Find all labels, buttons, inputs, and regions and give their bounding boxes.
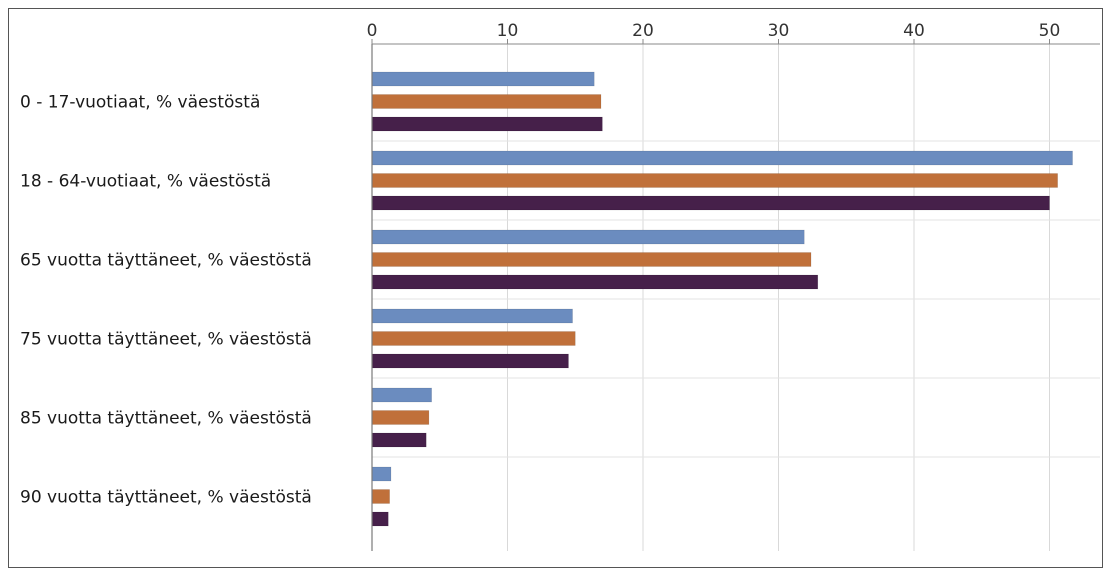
bar [371, 229, 805, 245]
bar [371, 489, 390, 504]
category-label: 0 - 17-vuotiaat, % väestöstä [20, 93, 260, 113]
bar-chart: 0 10 20 30 40 50 0 - 17-vuotiaat, % väestöstä 1… [20, 21, 1100, 551]
bar [371, 353, 569, 369]
bar [371, 252, 812, 267]
category-label: 75 vuotta täyttäneet, % väestöstä [20, 330, 312, 350]
x-tick-label: 50 [1039, 21, 1061, 41]
bar [371, 331, 576, 346]
bar [371, 410, 430, 425]
category-label: 90 vuotta täyttäneet, % väestöstä [20, 488, 312, 508]
bar [371, 94, 602, 109]
x-tick-label: 30 [768, 21, 790, 41]
bar [371, 308, 573, 324]
x-tick-label: 20 [632, 21, 654, 41]
x-tick-label: 0 [367, 21, 378, 41]
bar [371, 116, 603, 132]
category-label: 85 vuotta täyttäneet, % väestöstä [20, 409, 312, 429]
bar [371, 150, 1073, 166]
bar [371, 387, 432, 403]
bar [371, 511, 389, 527]
bar [371, 71, 595, 87]
bar [371, 195, 1050, 211]
bar [371, 432, 427, 448]
bar [371, 274, 819, 290]
category-label: 65 vuotta täyttäneet, % väestöstä [20, 251, 312, 271]
x-tick-label: 40 [903, 21, 925, 41]
x-tick-label: 10 [497, 21, 519, 41]
category-label: 18 - 64-vuotiaat, % väestöstä [20, 172, 271, 192]
bar [371, 173, 1058, 188]
bar [371, 466, 392, 482]
